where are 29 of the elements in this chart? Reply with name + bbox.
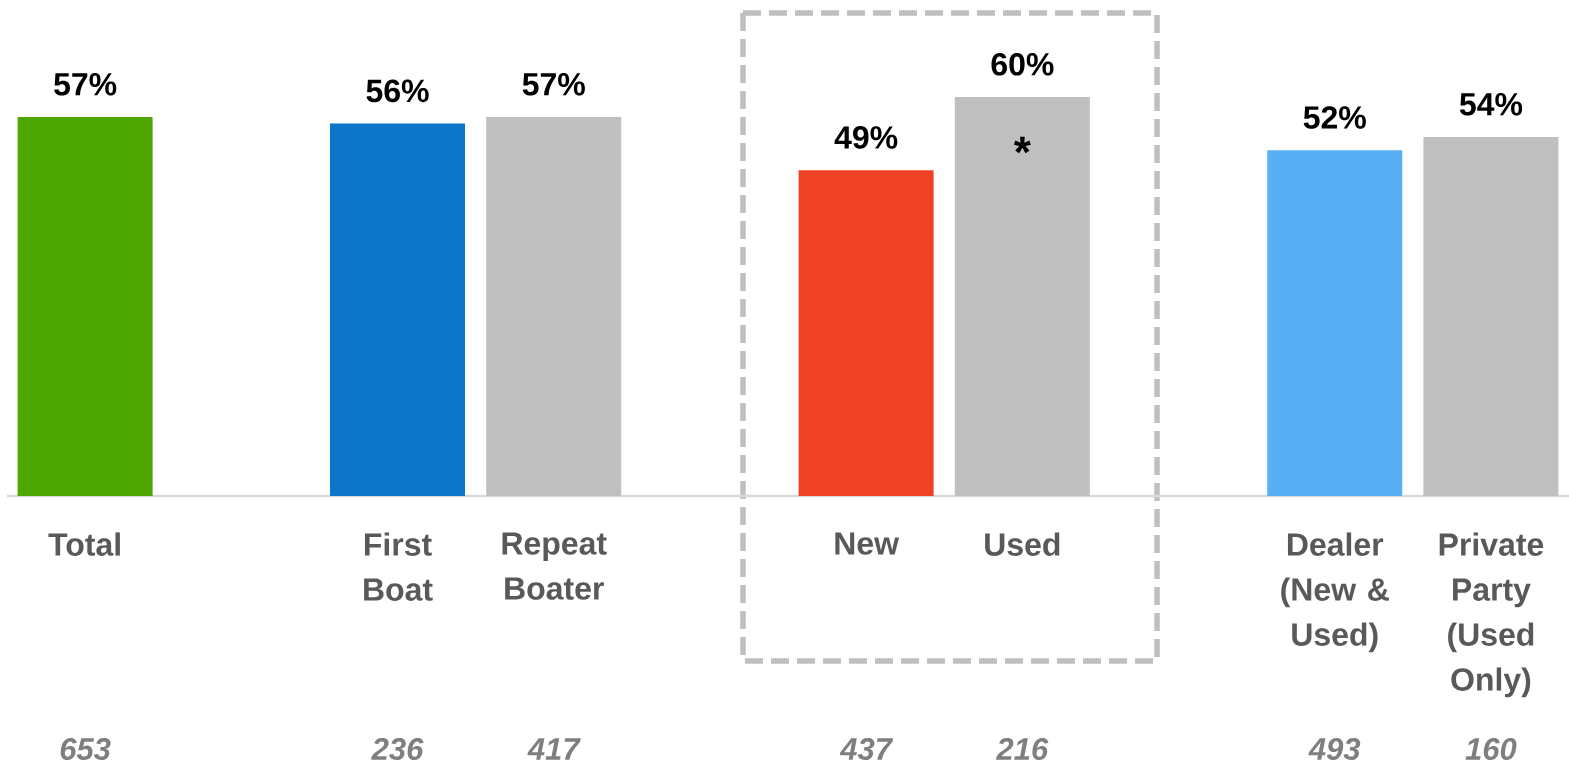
bar <box>486 116 622 496</box>
text: 160 <box>1465 738 1517 760</box>
bar <box>17 116 153 496</box>
text: 493 <box>1308 738 1361 760</box>
x-tick-label: Private Party (Used Only) <box>1439 532 1544 698</box>
text: 417 <box>527 738 581 760</box>
x-tick-label: First Boat <box>364 532 433 601</box>
data-label: 57% <box>54 72 117 96</box>
bar <box>798 170 934 496</box>
text: 216 <box>995 738 1049 760</box>
data-label: 49% <box>834 126 898 149</box>
bar <box>1423 136 1559 496</box>
x-tick-label: Repeat Boater <box>502 532 607 600</box>
data-label: 57% <box>522 72 585 96</box>
x-tick-label: Used <box>985 532 1060 556</box>
bar <box>330 123 466 496</box>
x-tick-label: Total <box>48 532 120 556</box>
text: 437 <box>839 738 894 760</box>
text: 653 <box>60 738 111 760</box>
annotation: * <box>1013 136 1031 154</box>
x-tick-label: New <box>835 532 900 555</box>
data-label: 52% <box>1303 106 1366 129</box>
data-label: 56% <box>366 79 429 103</box>
bar <box>954 97 1090 496</box>
data-label: 54% <box>1459 92 1523 116</box>
x-tick-label: Dealer (New & Used) <box>1281 532 1389 653</box>
bar <box>1267 150 1403 496</box>
data-label: 60% <box>991 52 1054 76</box>
text: 236 <box>371 738 424 760</box>
